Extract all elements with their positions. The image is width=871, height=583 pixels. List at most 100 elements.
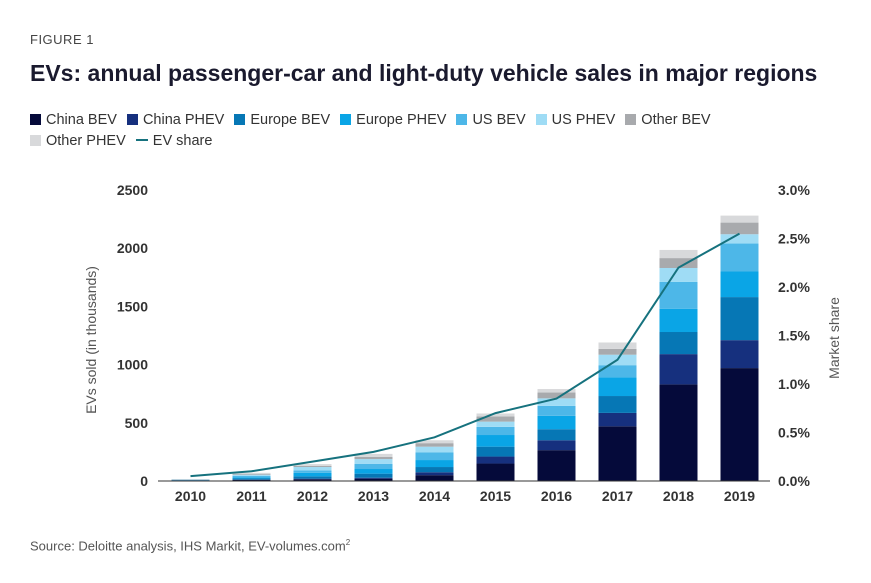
bar-china-bev-2016 <box>537 450 576 481</box>
left-tick-label: 2500 <box>117 182 148 198</box>
bar-china-phev-2013 <box>354 477 393 479</box>
bar-us-phev-2012 <box>293 467 332 471</box>
left-axis-ticks: 0 500 1000 1500 2000 2500 <box>117 182 148 489</box>
bar-other-bev-2014 <box>415 443 454 447</box>
bar-china-bev-2018 <box>659 384 698 481</box>
bar-europe-bev-2012 <box>293 476 332 479</box>
left-tick-label: 1500 <box>117 298 148 314</box>
legend-label: EV share <box>152 133 213 149</box>
bar-us-bev-2013 <box>354 463 393 470</box>
ev-share-line-group <box>190 232 740 478</box>
bar-europe-phev-2019 <box>720 271 759 298</box>
right-tick-label: 0.5% <box>778 425 810 441</box>
x-tick-label: 2019 <box>724 488 755 504</box>
bar-other-phev-2016 <box>537 389 576 393</box>
x-tick-label: 2018 <box>663 488 694 504</box>
legend-label: China PHEV <box>142 112 225 128</box>
right-tick-label: 1.0% <box>778 376 810 392</box>
bar-us-bev-2015 <box>476 426 515 436</box>
left-tick-label: 0 <box>140 473 148 489</box>
left-tick-label: 2000 <box>117 240 148 256</box>
bar-europe-phev-2016 <box>537 415 576 430</box>
bar-us-bev-2014 <box>415 452 454 461</box>
bar-china-bev-2013 <box>354 478 393 481</box>
right-tick-label: 3.0% <box>778 182 810 198</box>
bar-other-bev-2013 <box>354 456 393 460</box>
legend-label: Europe PHEV <box>356 112 447 128</box>
bar-europe-phev-2015 <box>476 435 515 447</box>
bar-other-phev-2018 <box>659 249 698 259</box>
bar-us-bev-2019 <box>720 243 759 272</box>
right-axis-ticks: 0.0% 0.5% 1.0% 1.5% 2.0% 2.5% 3.0% <box>778 182 810 489</box>
bar-china-bev-2015 <box>476 463 515 481</box>
bar-other-bev-2017 <box>598 348 637 355</box>
x-tick-label: 2011 <box>236 488 267 504</box>
bar-us-bev-2016 <box>537 405 576 416</box>
bar-europe-bev-2019 <box>720 297 759 341</box>
legend-swatch <box>126 114 138 125</box>
bar-other-phev-2014 <box>415 440 454 444</box>
legend-item-china-phev: China PHEV <box>126 110 225 131</box>
bar-us-phev-2011 <box>232 474 271 476</box>
source-text: Source: Deloitte analysis, IHS Markit, E… <box>30 538 346 554</box>
x-tick-label: 2013 <box>358 488 389 504</box>
legend-item-other-phev: Other PHEV <box>30 131 126 152</box>
legend-label: US BEV <box>472 112 526 128</box>
bar-us-phev-2018 <box>659 267 698 282</box>
legend-swatch <box>340 114 352 125</box>
bar-other-bev-2012 <box>293 465 332 468</box>
legend-swatch <box>135 139 148 141</box>
legend-label: US PHEV <box>551 112 616 128</box>
bar-other-bev-2019 <box>720 222 759 235</box>
legend-item-other-bev: Other BEV <box>625 110 711 131</box>
bar-europe-bev-2015 <box>476 446 515 457</box>
legend-swatch <box>30 135 41 146</box>
bar-us-phev-2014 <box>415 446 454 453</box>
legend-item-china-bev: China BEV <box>30 110 117 131</box>
bar-us-bev-2017 <box>598 365 637 378</box>
x-tick-label: 2017 <box>602 488 633 504</box>
legend-swatch <box>30 114 41 125</box>
bar-china-bev-2012 <box>293 479 332 481</box>
right-axis-title: Market share <box>826 297 842 379</box>
bar-other-phev-2011 <box>232 472 271 474</box>
left-tick-label: 1000 <box>117 357 148 373</box>
x-tick-label: 2016 <box>541 488 572 504</box>
legend-item-ev-share: EV share <box>135 131 213 152</box>
bar-europe-bev-2018 <box>659 332 698 355</box>
figure-label: FIGURE 1 <box>30 32 94 47</box>
legend-swatch <box>234 114 246 125</box>
x-tick-label: 2015 <box>480 488 511 504</box>
chart-legend: China BEV China PHEV Europe BEV Europe PHEV… <box>30 110 790 152</box>
bar-europe-phev-2018 <box>659 308 698 333</box>
legend-item-us-bev: US BEV <box>456 110 526 131</box>
bar-other-bev-2018 <box>659 258 698 268</box>
bar-china-bev-2011 <box>232 479 271 481</box>
bar-other-phev-2019 <box>720 215 759 223</box>
bar-china-phev-2018 <box>659 354 698 385</box>
bar-europe-phev-2011 <box>232 477 271 479</box>
legend-swatch <box>625 114 637 125</box>
legend-swatch <box>535 114 547 125</box>
bar-china-phev-2016 <box>537 440 576 451</box>
bar-us-phev-2013 <box>354 459 393 464</box>
bar-other-phev-2015 <box>476 413 515 417</box>
bar-other-phev-2013 <box>354 453 393 457</box>
left-tick-label: 500 <box>125 415 149 431</box>
bar-europe-bev-2014 <box>415 467 454 473</box>
bar-other-bev-2015 <box>476 416 515 422</box>
bar-china-phev-2015 <box>476 456 515 464</box>
source-superscript: 2 <box>345 538 351 547</box>
bar-europe-bev-2016 <box>537 429 576 441</box>
bar-europe-phev-2014 <box>415 460 454 468</box>
bar-china-phev-2019 <box>720 340 759 369</box>
bar-us-bev-2012 <box>293 470 332 473</box>
bar-us-phev-2015 <box>476 421 515 427</box>
ev-share-line <box>190 232 740 478</box>
right-tick-label: 2.0% <box>778 279 810 295</box>
x-tick-label: 2012 <box>297 488 328 504</box>
legend-swatch <box>456 114 468 125</box>
bar-europe-bev-2013 <box>354 473 393 478</box>
legend-item-us-phev: US PHEV <box>535 110 616 131</box>
